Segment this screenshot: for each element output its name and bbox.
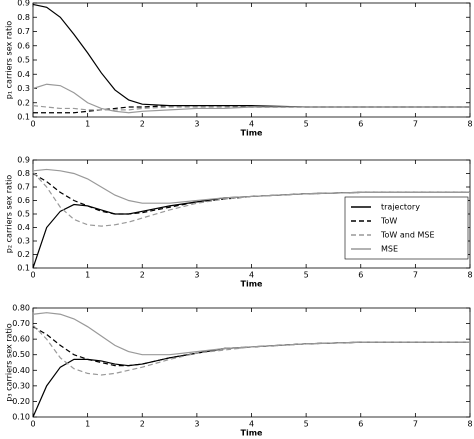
y-tick-label: 0.4 — [17, 223, 30, 232]
x-tick-label: 8 — [467, 120, 472, 129]
y-axis-label: p₂ carriers sex ratio — [5, 175, 14, 253]
x-tick-label: 7 — [413, 420, 418, 429]
x-tick-label: 2 — [140, 420, 145, 429]
y-tick-label: 0.1 — [17, 113, 30, 122]
x-tick-label: 0 — [30, 271, 35, 280]
x-axis-label: Time — [241, 429, 264, 438]
series-line — [32, 172, 470, 215]
y-tick-label: 0.8 — [17, 169, 30, 178]
series-line — [32, 83, 470, 114]
legend-label: ToW and MSE — [380, 231, 435, 240]
y-tick-label: 0.7 — [17, 183, 30, 192]
legend-label: MSE — [381, 245, 398, 254]
x-tick-label: 4 — [249, 271, 254, 280]
y-tick-label: 0.5 — [17, 56, 30, 65]
y-tick-label: 0.2 — [17, 250, 30, 259]
x-tick-label: 0 — [30, 420, 35, 429]
x-tick-label: 0 — [30, 120, 35, 129]
legend-label: ToW — [380, 217, 397, 226]
plot-frame — [32, 307, 471, 418]
x-tick-label: 4 — [249, 120, 254, 129]
legend-label: trajectory — [381, 203, 420, 212]
y-tick-label: 0.7 — [17, 27, 30, 36]
y-tick-label: 0.5 — [17, 210, 30, 219]
series-line — [32, 168, 470, 204]
y-tick-label: 0.9 — [17, 0, 30, 8]
y-tick-label: 0.9 — [17, 156, 30, 165]
series-line — [32, 3, 470, 108]
y-tick-label: 0.60 — [12, 335, 30, 344]
x-tick-label: 3 — [194, 420, 199, 429]
panel: 0.1 0.2 0.3 0.4 0.5 0.6 0.7 0.8 0.9 0 1 2 3 4 5 6 7 8 Time… — [5, 156, 473, 289]
series-line — [32, 171, 470, 227]
y-tick-label: 0.4 — [17, 70, 30, 79]
panel: 0.10 0.20 0.30 0.40 0.50 0.60 0.70 0.80 0 1 2 3 4 5 6 7… — [5, 304, 473, 438]
series-line — [32, 326, 470, 367]
y-tick-label: 0.1 — [17, 264, 30, 273]
series-line — [32, 341, 470, 418]
y-tick-label: 0.70 — [12, 319, 30, 328]
y-tick-label: 0.2 — [17, 98, 30, 107]
x-tick-label: 1 — [85, 120, 90, 129]
x-tick-label: 2 — [140, 120, 145, 129]
x-axis-label: Time — [241, 129, 264, 138]
x-tick-label: 7 — [413, 271, 418, 280]
plot-frame — [32, 2, 471, 118]
y-tick-label: 0.6 — [17, 41, 30, 50]
y-tick-label: 0.20 — [12, 397, 30, 406]
series-line — [32, 312, 470, 356]
y-tick-label: 0.40 — [12, 366, 30, 375]
y-tick-label: 0.3 — [17, 237, 30, 246]
x-tick-label: 4 — [249, 420, 254, 429]
y-tick-label: 0.3 — [17, 84, 30, 93]
x-tick-label: 8 — [467, 420, 472, 429]
x-tick-label: 6 — [358, 271, 363, 280]
x-tick-label: 5 — [304, 271, 309, 280]
x-tick-label: 6 — [358, 420, 363, 429]
series-line — [32, 324, 470, 376]
x-tick-label: 1 — [85, 420, 90, 429]
x-tick-label: 6 — [358, 120, 363, 129]
x-tick-label: 7 — [413, 120, 418, 129]
y-axis-label: p₃ carriers sex ratio — [5, 323, 14, 401]
x-tick-label: 3 — [194, 120, 199, 129]
x-tick-label: 5 — [304, 420, 309, 429]
y-tick-label: 0.6 — [17, 196, 30, 205]
y-tick-label: 0.30 — [12, 381, 30, 390]
y-axis-label: p₁ carriers sex ratio — [5, 21, 14, 99]
y-tick-label: 0.80 — [12, 304, 30, 313]
y-tick-label: 0.10 — [12, 413, 30, 422]
x-tick-label: 2 — [140, 271, 145, 280]
x-tick-label: 1 — [85, 271, 90, 280]
panel: 0.1 0.2 0.3 0.4 0.5 0.6 0.7 0.8 0.9 0 1 2 3 4 5 6 7 8 Time… — [5, 0, 473, 138]
y-tick-label: 0.50 — [12, 350, 30, 359]
x-axis-label: Time — [241, 280, 264, 289]
x-tick-label: 3 — [194, 271, 199, 280]
y-tick-label: 0.8 — [17, 13, 30, 22]
x-tick-label: 8 — [467, 271, 472, 280]
x-tick-label: 5 — [304, 120, 309, 129]
